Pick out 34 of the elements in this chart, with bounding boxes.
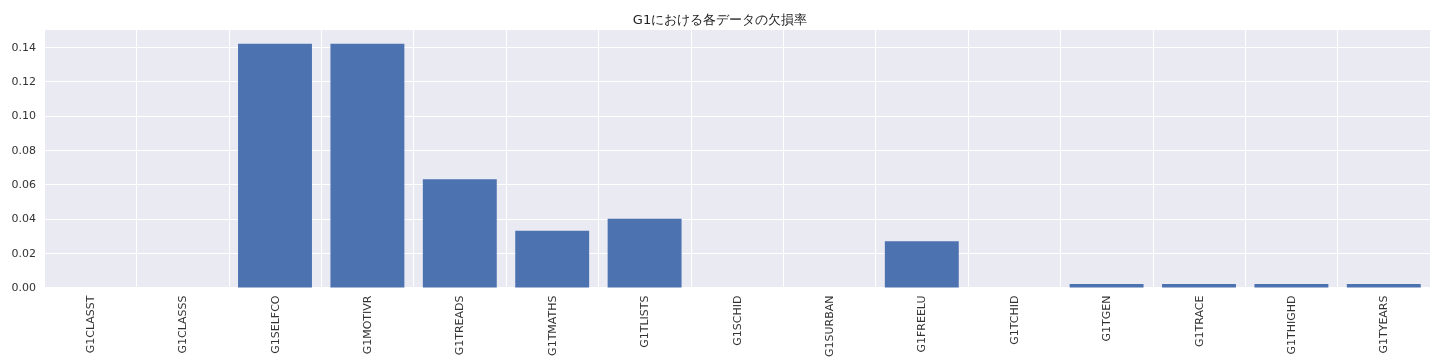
x-tick-label: G1TRACE bbox=[1192, 295, 1206, 347]
x-tick-label: G1THIGHD bbox=[1284, 295, 1298, 355]
bar bbox=[1254, 284, 1329, 288]
x-tick-label: G1SURBAN bbox=[822, 295, 836, 357]
x-tick-label: G1MOTIVR bbox=[360, 295, 374, 355]
y-tick-label: 0.04 bbox=[11, 212, 36, 226]
y-tick-label: 0.00 bbox=[11, 281, 36, 294]
bar bbox=[1069, 284, 1144, 288]
y-tick-label: 0.06 bbox=[11, 178, 36, 191]
x-tick-label: G1TYEARS bbox=[1377, 295, 1391, 354]
x-tick-label: G1CLASSS bbox=[176, 295, 190, 354]
x-tick-label: G1FREELU bbox=[915, 295, 929, 353]
y-tick-label: 0.10 bbox=[11, 109, 36, 123]
bar bbox=[1346, 284, 1421, 288]
bar bbox=[330, 43, 405, 288]
bar bbox=[884, 241, 959, 288]
bar bbox=[515, 230, 590, 288]
x-tick-label: G1CLASST bbox=[83, 295, 97, 354]
x-tick-label: G1TREADS bbox=[453, 295, 467, 356]
y-tick-label: 0.02 bbox=[11, 246, 36, 260]
x-tick-label: G1TLISTS bbox=[638, 295, 652, 348]
y-tick-label: 0.08 bbox=[11, 143, 36, 157]
y-tick-label: 0.12 bbox=[11, 75, 36, 88]
bar bbox=[1162, 284, 1236, 288]
x-tick-label: G1TGEN bbox=[1100, 295, 1114, 342]
x-tick-label: G1TMATHS bbox=[545, 295, 559, 356]
x-tick-label: G1TCHID bbox=[1007, 295, 1021, 345]
bar bbox=[238, 43, 312, 288]
bar bbox=[607, 218, 682, 288]
y-tick-label: 0.14 bbox=[11, 40, 36, 54]
x-tick-label: G1SCHID bbox=[730, 295, 744, 346]
bar bbox=[422, 179, 497, 288]
chart-title: G1における各データの欠損率 bbox=[632, 12, 808, 27]
x-tick-label: G1SELFCO bbox=[268, 295, 282, 354]
